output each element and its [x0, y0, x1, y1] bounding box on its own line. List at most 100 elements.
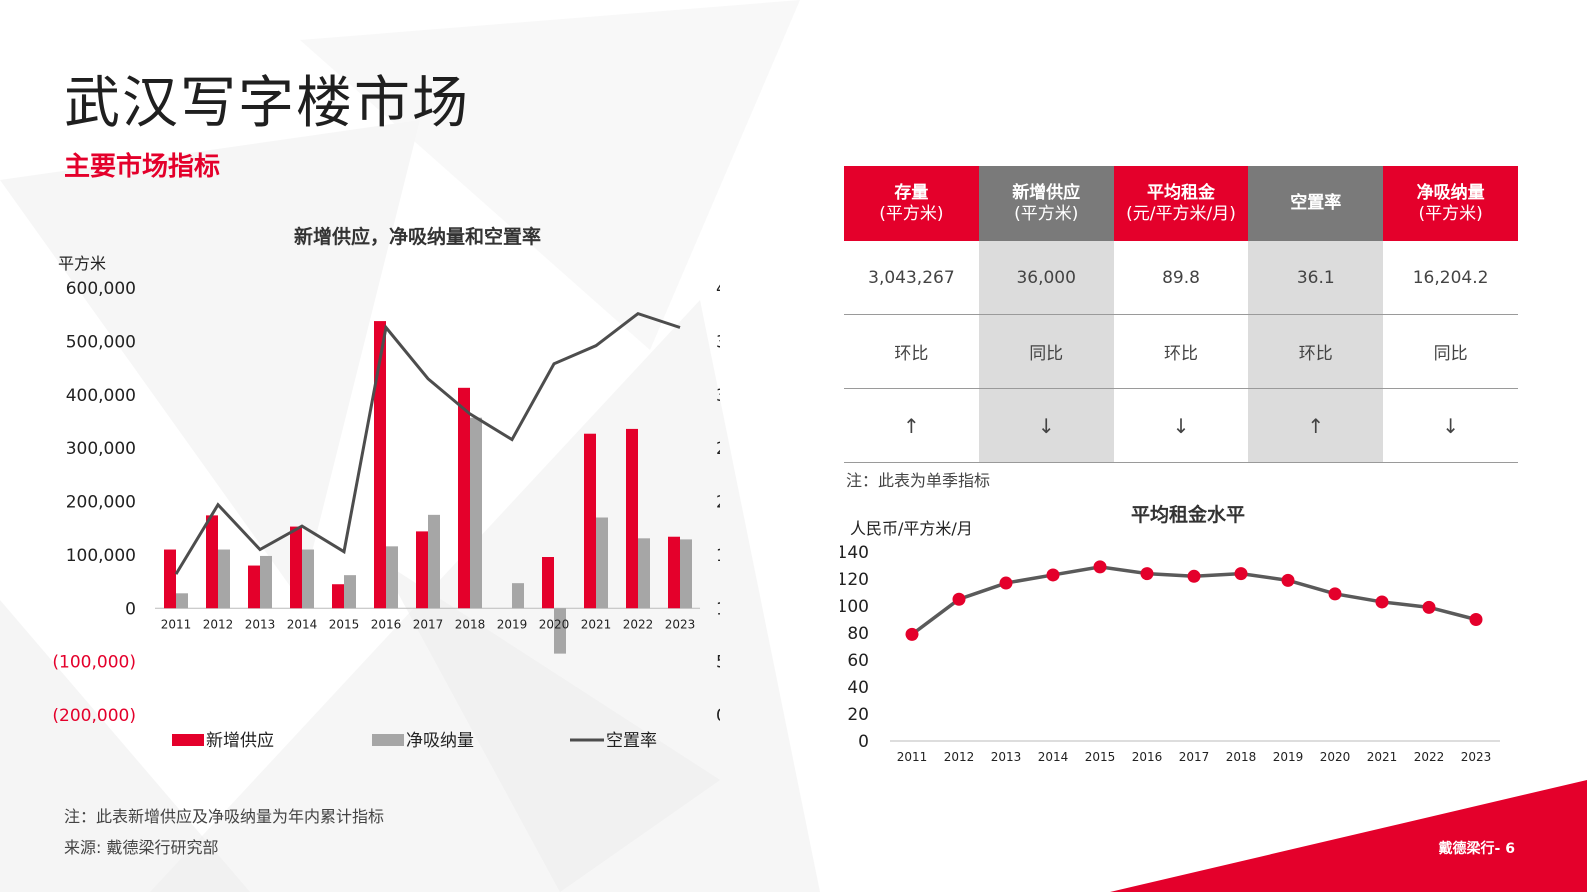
table-cell-trend: ↓: [1113, 388, 1249, 463]
rent-point: [1140, 567, 1154, 581]
table-header-label: 平均租金: [1146, 182, 1215, 203]
x-tick-label: 2019: [1273, 750, 1304, 764]
x-tick-label: 2014: [1038, 750, 1069, 764]
x-tick-label: 2013: [245, 617, 276, 631]
y-tick-label: 0: [125, 599, 136, 619]
table-row-compare: 环比 同比 环比 环比 同比: [844, 314, 1518, 389]
bar-net-absorption: [344, 575, 356, 609]
y2-tick-label: 20%: [716, 493, 720, 513]
table-cell-compare: 同比: [1383, 314, 1518, 389]
rent-point: [905, 627, 919, 641]
market-indicators-table: 存量 (平方米) 新增供应 (平方米) 平均租金 (元/平方米/月) 空置率 净吸纳量 (平方米…: [844, 166, 1518, 463]
x-tick-label: 2014: [287, 617, 318, 631]
rent-point: [1328, 587, 1342, 601]
legend-label-new-supply: 新增供应: [206, 731, 274, 751]
table-row-values: 3,043,267 36,000 89.8 36.1 16,204.2: [844, 241, 1518, 315]
rent-point: [999, 576, 1013, 590]
y2-tick-label: 30%: [716, 386, 720, 406]
x-tick-label: 2011: [897, 750, 928, 764]
x-tick-label: 2023: [1461, 750, 1492, 764]
chart1-title: 新增供应，净吸纳量和空置率: [294, 226, 542, 248]
y2-tick-label: 15%: [716, 546, 720, 566]
table-row-trend: ↑ ↓ ↓ ↑ ↓: [844, 388, 1518, 463]
rent-point: [1046, 568, 1060, 582]
average-rent-chart: 140 120 100 80 60 40 20 0 2011 2012 2013 2014 2015 20…: [840, 543, 1500, 764]
x-tick-label: 2018: [455, 617, 486, 631]
table-cell-value: 36,000: [978, 241, 1114, 315]
y2-tick-label: 40%: [716, 279, 720, 299]
bar-net-absorption: [260, 555, 272, 609]
supply-absorption-vacancy-chart: 600,000 500,000 400,000 300,000 200,000 100,0…: [52, 279, 720, 751]
x-tick-label: 2011: [161, 617, 192, 631]
table-cell-compare: 环比: [1113, 314, 1249, 389]
y-tick-label: 80: [847, 624, 869, 644]
y-tick-label: 600,000: [66, 279, 136, 299]
y-tick-label: 60: [847, 651, 869, 671]
y-tick-label: (200,000): [52, 706, 136, 726]
table-cell-value: 16,204.2: [1383, 241, 1518, 315]
y-tick-label: 400,000: [66, 386, 136, 406]
rent-point: [1422, 600, 1436, 614]
bar-net-absorption: [512, 583, 524, 609]
bar-new-supply: [668, 536, 680, 609]
table-header-label: 空置率: [1290, 193, 1342, 213]
rent-point: [1469, 613, 1483, 626]
y2-tick-label: 25%: [716, 439, 720, 459]
y-tick-label: 40: [847, 678, 869, 698]
legend-label-vacancy: 空置率: [606, 731, 657, 751]
table-cell-value: 3,043,267: [844, 241, 979, 315]
table-header-row: 存量 (平方米) 新增供应 (平方米) 平均租金 (元/平方米/月) 空置率 净吸纳量 (平方米…: [844, 166, 1518, 241]
rent-point: [1234, 567, 1248, 581]
bar-net-absorption: [302, 549, 314, 609]
table-header-0: 存量 (平方米): [844, 166, 979, 241]
note-left: 注：此表新增供应及净吸纳量为年内累计指标: [64, 807, 385, 826]
y-tick-label: (100,000): [52, 653, 136, 673]
table-cell-value: 89.8: [1113, 241, 1249, 315]
bar-new-supply: [458, 387, 470, 609]
y2-tick-label: 35%: [716, 332, 720, 352]
x-tick-label: 2013: [991, 750, 1022, 764]
table-cell-trend: ↓: [1383, 388, 1518, 463]
y-tick-label: 300,000: [66, 439, 136, 459]
x-tick-label: 2012: [944, 750, 975, 764]
table-cell-compare: 环比: [1248, 314, 1384, 389]
rent-point: [1187, 569, 1201, 583]
rent-point: [1281, 573, 1295, 587]
x-tick-label: 2021: [581, 617, 612, 631]
table-cell-value: 36.1: [1248, 241, 1384, 315]
y-tick-label: 120: [840, 570, 869, 590]
bar-new-supply: [164, 549, 176, 609]
corner-accent: [1110, 780, 1587, 892]
bar-new-supply: [416, 531, 428, 609]
table-cell-compare: 同比: [978, 314, 1114, 389]
legend-swatch-new-supply: [172, 734, 204, 746]
page-subtitle: 主要市场指标: [64, 152, 221, 182]
table-header-3: 空置率: [1248, 166, 1384, 241]
bar-net-absorption: [428, 514, 440, 609]
bar-net-absorption: [596, 517, 608, 609]
x-tick-label: 2023: [665, 617, 696, 631]
x-tick-label: 2016: [1132, 750, 1163, 764]
table-header-1: 新增供应 (平方米): [978, 166, 1114, 241]
x-tick-label: 2015: [329, 617, 360, 631]
table-cell-trend: ↓: [978, 388, 1114, 463]
x-tick-label: 2017: [413, 617, 444, 631]
x-tick-label: 2015: [1085, 750, 1116, 764]
bar-new-supply: [626, 428, 638, 609]
bar-net-absorption: [680, 539, 692, 609]
bar-new-supply: [248, 565, 260, 609]
bar-net-absorption: [554, 608, 566, 654]
x-tick-label: 2022: [1414, 750, 1445, 764]
bar-net-absorption: [218, 549, 230, 609]
table-header-2: 平均租金 (元/平方米/月): [1113, 166, 1249, 241]
legend-label-net-absorption: 净吸纳量: [406, 731, 474, 751]
y-tick-label: 200,000: [66, 493, 136, 513]
table-header-label: 净吸纳量: [1416, 182, 1485, 203]
x-tick-label: 2022: [623, 617, 654, 631]
bar-net-absorption: [176, 593, 188, 609]
x-tick-label: 2018: [1226, 750, 1257, 764]
y2-tick-label: 10%: [716, 599, 720, 619]
bar-new-supply: [584, 433, 596, 609]
table-cell-trend: ↑: [844, 388, 979, 463]
